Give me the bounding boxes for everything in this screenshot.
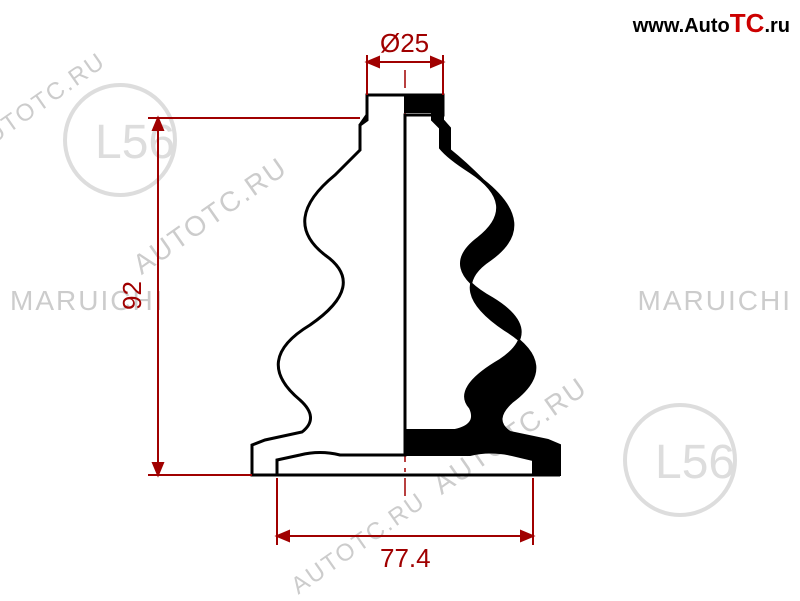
- dim-label-base: 77.4: [380, 543, 431, 574]
- dim-label-height: 92: [117, 281, 148, 310]
- diagram-container: MARUICHI MARUICHI AUTOTC.RU AUTOTC.RU AU…: [0, 0, 800, 600]
- boot-right-section: [405, 95, 560, 475]
- dim-height: [148, 118, 360, 475]
- boot-left-outline: [252, 95, 443, 475]
- dim-label-diameter: Ø25: [380, 28, 429, 59]
